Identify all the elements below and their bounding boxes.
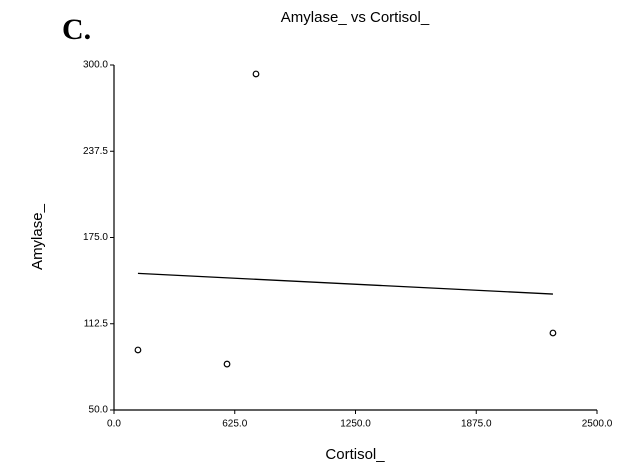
x-tick-label: 2500.0 bbox=[582, 419, 613, 430]
y-tick-label: 50.0 bbox=[89, 405, 109, 416]
y-tick-label: 175.0 bbox=[83, 232, 108, 243]
point bbox=[223, 360, 231, 368]
x-tick-label: 1875.0 bbox=[461, 419, 492, 430]
point bbox=[252, 70, 260, 78]
chart-title: Amylase_ vs Cortisol_ bbox=[281, 9, 430, 26]
x-tick-label: 1250.0 bbox=[340, 419, 371, 430]
x-tick-label: 625.0 bbox=[222, 419, 247, 430]
point bbox=[549, 329, 557, 337]
x-axis-title: Cortisol_ bbox=[325, 446, 385, 463]
y-tick-label: 237.5 bbox=[83, 146, 108, 157]
trend-line bbox=[137, 272, 553, 295]
y-axis-title: Amylase_ bbox=[29, 203, 46, 270]
y-tick-label: 112.5 bbox=[84, 318, 109, 329]
y-tick-label: 300.0 bbox=[83, 60, 108, 71]
point bbox=[134, 346, 142, 354]
x-tick-label: 0.0 bbox=[107, 419, 121, 430]
panel-label: C. bbox=[62, 13, 91, 46]
